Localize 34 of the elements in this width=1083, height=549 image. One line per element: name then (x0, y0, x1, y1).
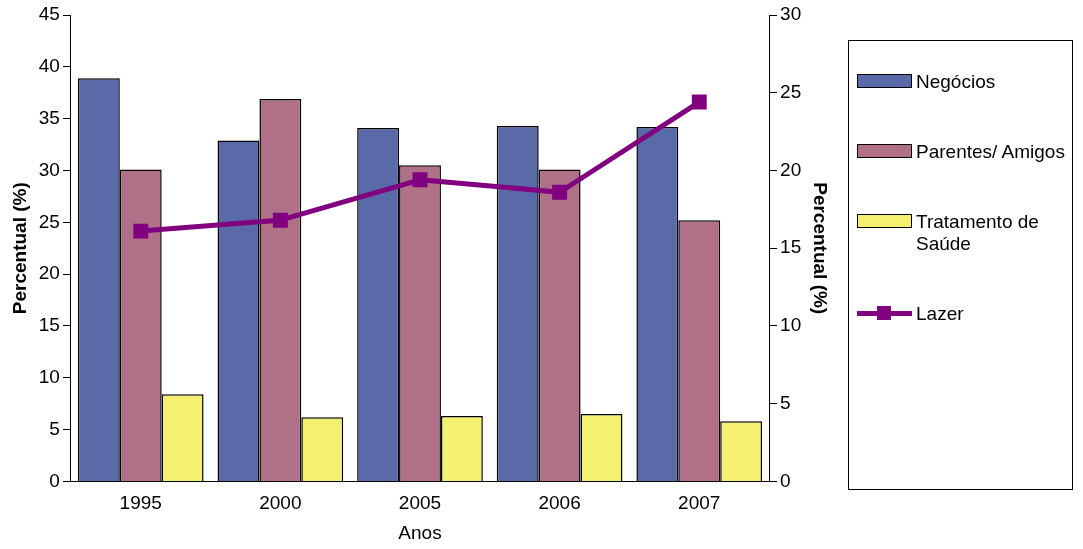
y-tick-label: 30 (38, 158, 60, 180)
x-tick-label: 2007 (678, 492, 721, 514)
x-axis-title: Anos (398, 521, 442, 543)
point (133, 223, 149, 239)
y-tick-label: 35 (38, 106, 60, 128)
point (552, 184, 568, 200)
y-tick-label: 45 (38, 3, 60, 25)
y-tick-label: 40 (38, 55, 60, 77)
x-tick-label: 2006 (538, 492, 581, 514)
legend-label: Parentes/ Amigos (916, 141, 1065, 163)
point (691, 94, 707, 110)
y2-tick-label: 5 (780, 391, 791, 413)
x-tick-label: 2000 (259, 492, 302, 514)
y2-tick-label: 15 (780, 236, 802, 258)
y-tick-label: 25 (38, 210, 60, 232)
x-tick-label: 2005 (398, 492, 442, 514)
y2-tick-label: 20 (780, 158, 802, 180)
y2-tick-label: 0 (780, 469, 791, 491)
legend-label: Lazer (916, 303, 964, 325)
legend-label: Negócios (916, 71, 996, 93)
legend-label: Tratamento de Saúde (916, 211, 1040, 255)
y2-axis-title: Percentual (%) (810, 182, 832, 315)
point (272, 212, 288, 228)
y2-tick-label: 30 (780, 3, 802, 25)
y-tick-label: 5 (49, 417, 60, 439)
y-tick-label: 20 (38, 262, 60, 284)
y-axis-title: Percentual (%) (8, 182, 30, 315)
point (412, 172, 428, 188)
y-tick-label: 15 (38, 314, 60, 336)
y-tick-label: 0 (49, 469, 60, 491)
y2-tick-label: 10 (780, 314, 802, 336)
x-tick-label: 1995 (119, 492, 162, 514)
y2-tick-label: 25 (780, 80, 802, 102)
y-tick-label: 10 (38, 365, 60, 387)
